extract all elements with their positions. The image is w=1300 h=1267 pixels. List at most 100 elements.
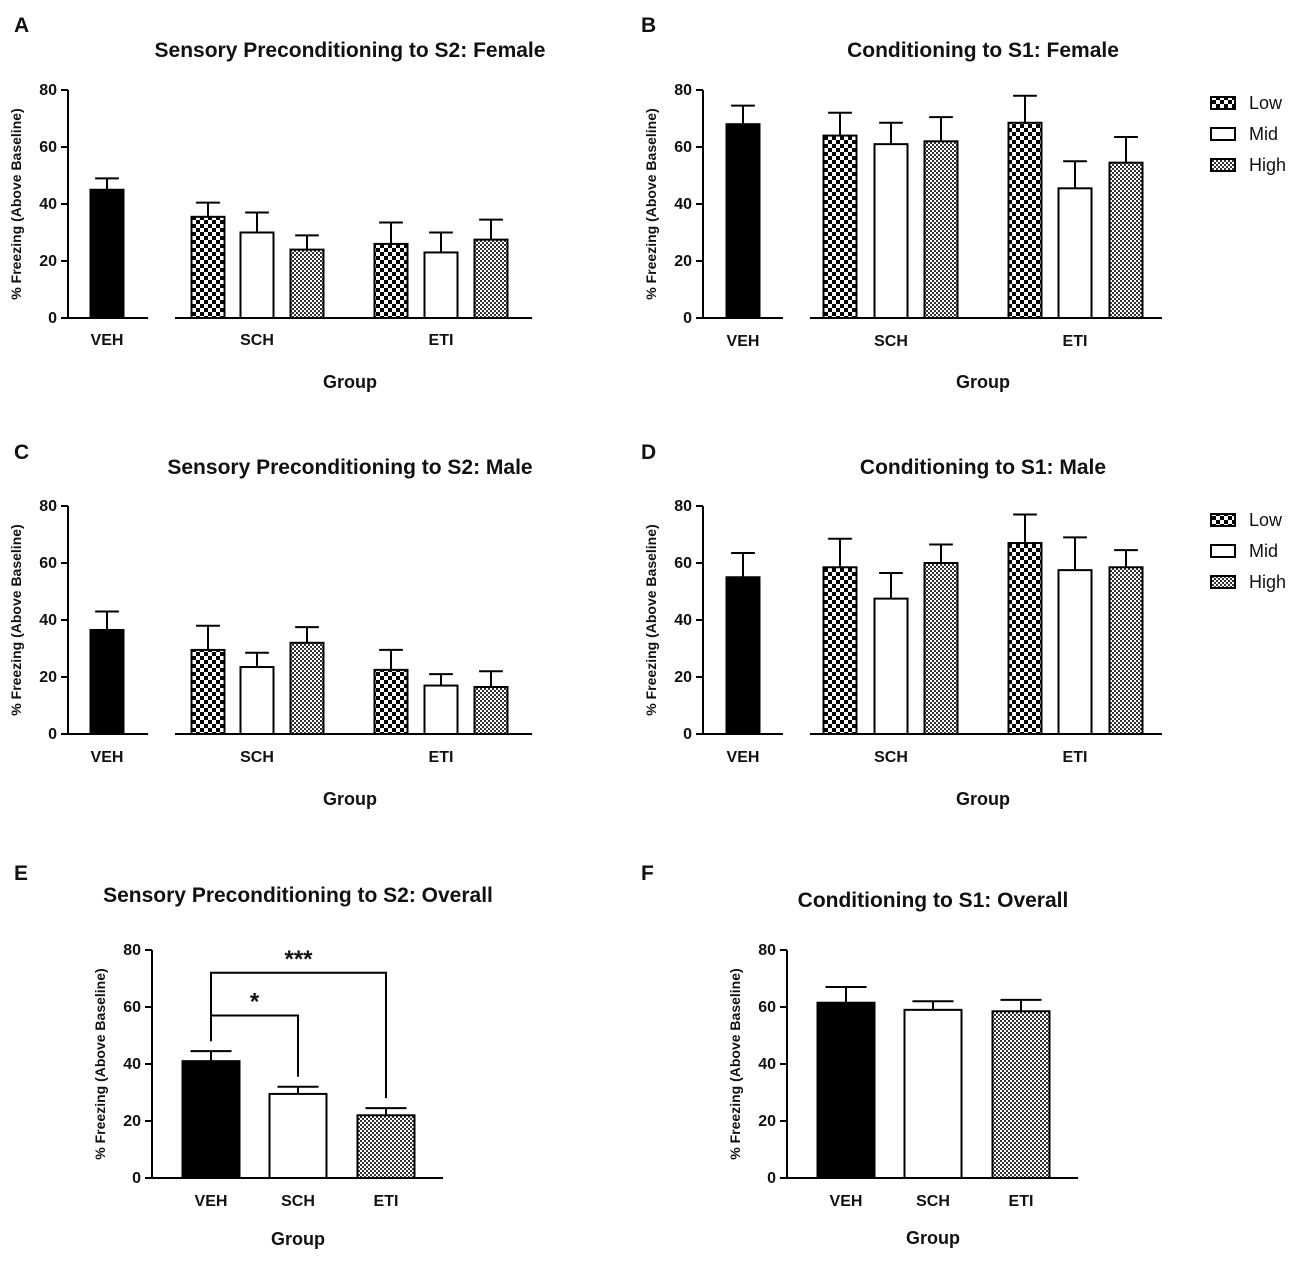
legend: Low Mid High [1210, 510, 1286, 592]
chart-title: Conditioning to S1: Male [860, 456, 1106, 479]
bar-sch-mid [873, 597, 909, 735]
y-tick-label: 60 [674, 139, 692, 156]
bar-sch-low [822, 566, 858, 736]
category-label: VEH [727, 749, 760, 766]
legend-label-mid: Mid [1249, 124, 1278, 144]
y-tick-label: 60 [674, 555, 692, 572]
panel-b: B Conditioning to S1: Female 0 20 40 60 80 % Fr… [641, 14, 1286, 392]
bar-sch-mid [239, 231, 275, 319]
category-label: ETI [1009, 1193, 1034, 1210]
category-label: VEH [91, 332, 124, 349]
y-tick-label: 20 [39, 669, 57, 686]
category-label: SCH [916, 1193, 950, 1210]
y-axis-label: % Freezing (Above Baseline) [643, 108, 659, 299]
legend-label-low: Low [1249, 510, 1283, 530]
bar-veh-veh [89, 628, 125, 735]
panel-d: D Conditioning to S1: Male 0 20 40 60 80 % Free… [641, 441, 1286, 809]
bar-sch-high [289, 641, 325, 735]
x-axis-label: Group [956, 372, 1010, 392]
y-tick-label: 60 [39, 555, 57, 572]
bar-sch-low [190, 215, 226, 319]
category-label: VEH [830, 1193, 863, 1210]
panel-letter: A [14, 14, 29, 37]
bar-eti-low [1007, 542, 1043, 735]
y-tick-label: 40 [674, 612, 692, 629]
category-label: ETI [1063, 749, 1088, 766]
y-tick-label: 40 [674, 196, 692, 213]
legend-label-mid: Mid [1249, 541, 1278, 561]
y-tick-label: 20 [674, 669, 692, 686]
y-tick-label: 20 [674, 253, 692, 270]
y-tick-label: 40 [39, 196, 57, 213]
legend-label-high: High [1249, 572, 1286, 592]
chart-title: Conditioning to S1: Overall [798, 889, 1069, 912]
x-axis-label: Group [271, 1229, 325, 1249]
significance-label: * [250, 989, 260, 1016]
bar-veh-veh [725, 123, 761, 319]
bar-sch-high [923, 562, 959, 735]
panel-f: F Conditioning to S1: Overall 0 20 40 60 80 % F… [641, 862, 1078, 1248]
y-tick-label: 0 [767, 1170, 776, 1187]
y-tick-label: 80 [674, 498, 692, 515]
bar-sch-mid [239, 666, 275, 736]
category-label: ETI [429, 332, 454, 349]
category-label: VEH [91, 749, 124, 766]
bar-eti-high [1108, 566, 1144, 736]
legend-swatch-high [1210, 158, 1236, 172]
panel-letter: F [641, 862, 654, 885]
chart-title: Sensory Preconditioning to S2: Male [167, 456, 532, 479]
y-axis-label: % Freezing (Above Baseline) [92, 968, 108, 1159]
category-label: SCH [874, 333, 908, 350]
bar-sch-mid [903, 1008, 963, 1179]
bar-sch-low [190, 648, 226, 735]
panel-letter: E [14, 862, 28, 885]
y-tick-label: 40 [758, 1056, 776, 1073]
bar-sch-mid [873, 143, 909, 319]
chart-title: Sensory Preconditioning to S2: Female [155, 39, 546, 62]
legend-swatch-low [1210, 513, 1236, 527]
bar-eti-mid [1057, 569, 1093, 735]
y-tick-label: 60 [123, 999, 141, 1016]
y-tick-label: 0 [683, 310, 692, 327]
y-tick-label: 0 [48, 726, 57, 743]
y-axis-label: % Freezing (Above Baseline) [8, 524, 24, 715]
category-label: SCH [874, 749, 908, 766]
x-axis-label: Group [906, 1228, 960, 1248]
bar-eti-high [473, 685, 509, 735]
y-tick-label: 0 [48, 310, 57, 327]
bar-eti-low [373, 668, 409, 735]
legend-swatch-low [1210, 96, 1236, 110]
y-tick-label: 40 [123, 1056, 141, 1073]
y-tick-label: 0 [132, 1170, 141, 1187]
bar-veh-veh [725, 576, 761, 735]
category-label: ETI [374, 1193, 399, 1210]
category-label: ETI [429, 749, 454, 766]
y-tick-label: 60 [758, 999, 776, 1016]
legend-swatch-mid [1210, 127, 1236, 141]
legend-label-high: High [1249, 155, 1286, 175]
y-axis-label: % Freezing (Above Baseline) [8, 108, 24, 299]
category-label: ETI [1063, 333, 1088, 350]
category-label: SCH [240, 749, 274, 766]
panel-e: E Sensory Preconditioning to S2: Overall 0… [14, 862, 493, 1249]
bar-eti-high [991, 1010, 1051, 1180]
significance-label: *** [284, 946, 313, 973]
bar-eti-low [1007, 121, 1043, 320]
bar-eti-mid [423, 251, 459, 319]
legend-swatch-high [1210, 575, 1236, 589]
y-axis-label: % Freezing (Above Baseline) [643, 524, 659, 715]
bar-sch-mid [268, 1092, 328, 1180]
y-tick-label: 80 [758, 942, 776, 959]
y-tick-label: 60 [39, 139, 57, 156]
panel-letter: D [641, 441, 656, 464]
y-tick-label: 80 [674, 82, 692, 99]
legend-swatch-mid [1210, 544, 1236, 558]
legend: Low Mid High [1210, 93, 1286, 175]
y-tick-label: 80 [39, 82, 57, 99]
bar-eti-high [1108, 161, 1144, 319]
category-label: VEH [195, 1193, 228, 1210]
bar-eti-high [356, 1114, 416, 1180]
category-label: SCH [240, 332, 274, 349]
